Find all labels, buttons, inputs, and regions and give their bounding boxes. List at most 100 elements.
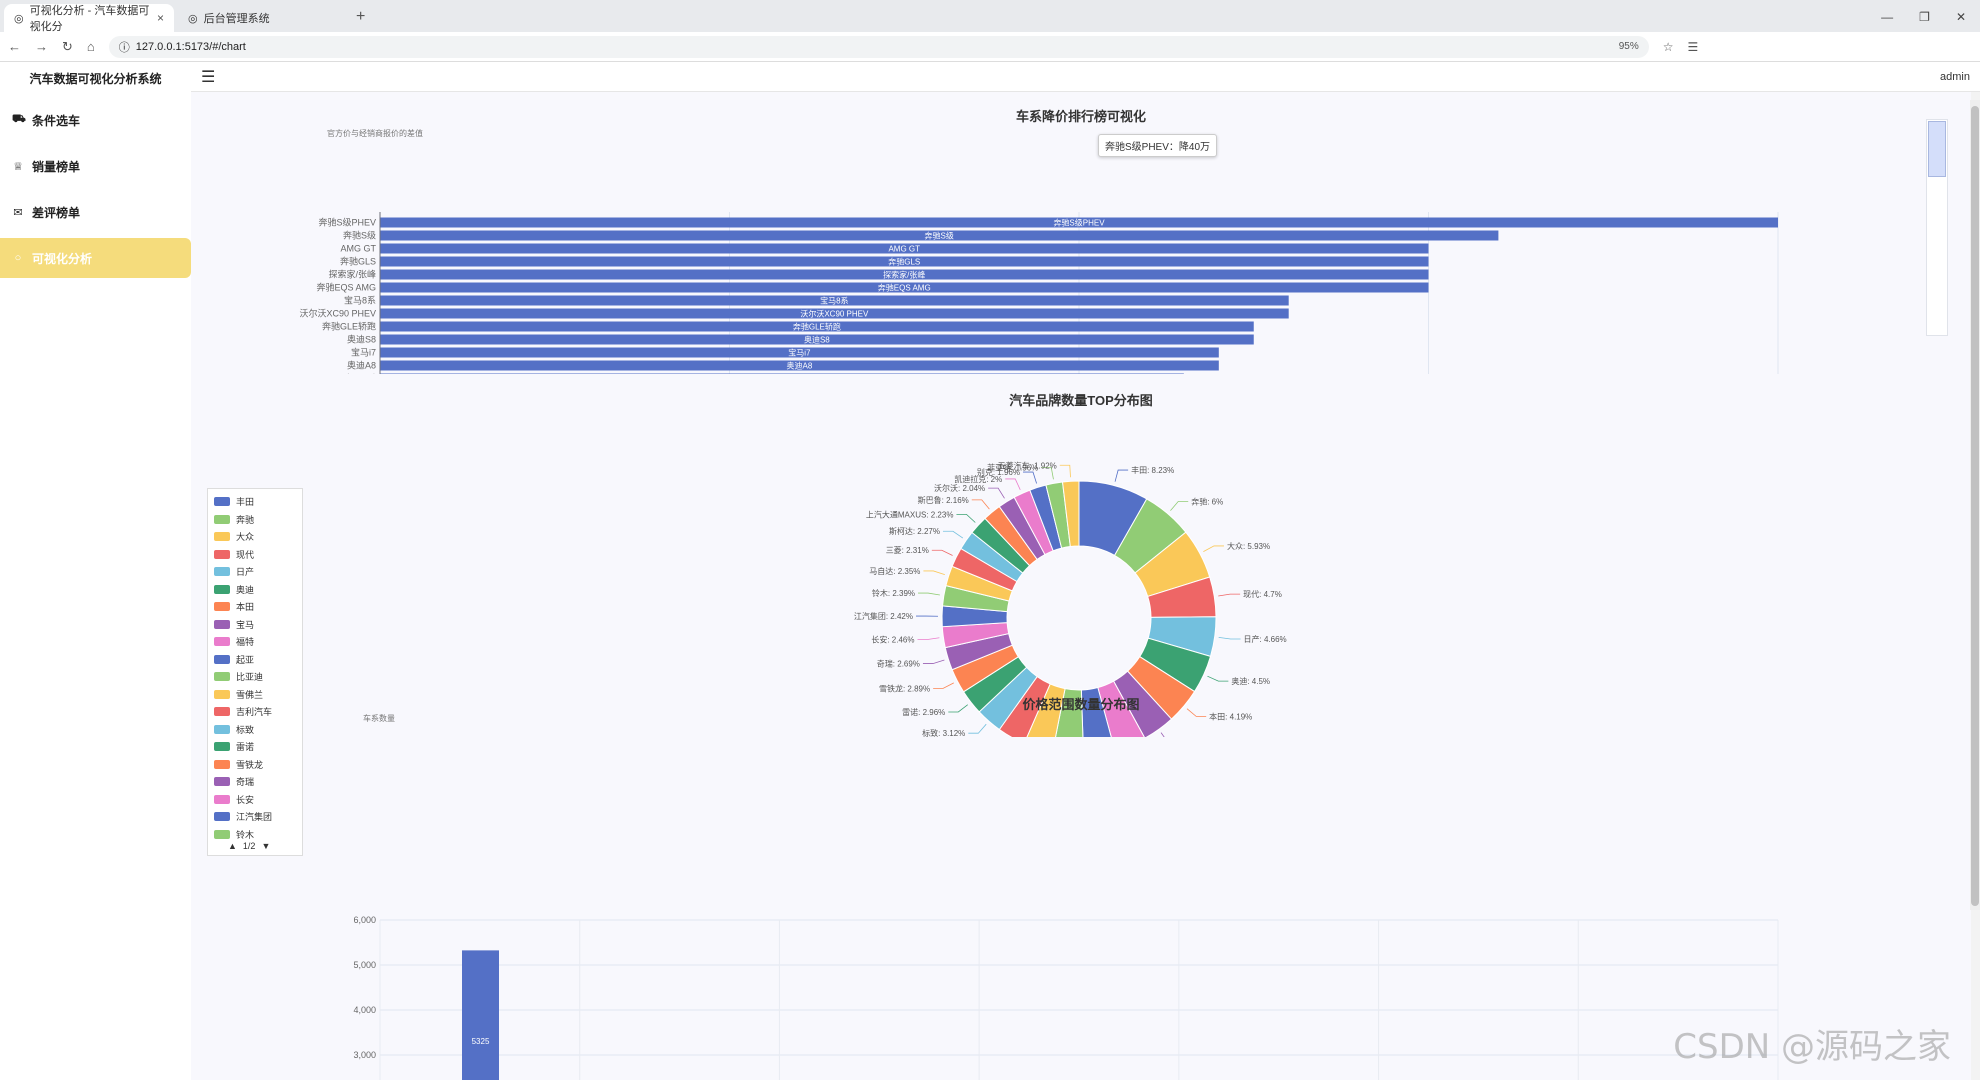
- bar: [380, 230, 1499, 241]
- watermark: CSDN @源码之家: [1673, 1027, 1951, 1067]
- reload-icon[interactable]: ↻: [62, 38, 73, 54]
- zoom-level[interactable]: 95%: [1618, 41, 1639, 52]
- minimize-icon[interactable]: —: [1881, 10, 1894, 24]
- legend-item[interactable]: 起亚: [214, 651, 296, 669]
- sidebar-item-complaints[interactable]: ✉ 差评榜单: [0, 192, 191, 232]
- legend-item[interactable]: 丰田: [214, 493, 296, 511]
- legend-item[interactable]: 本田: [214, 598, 296, 616]
- star-icon[interactable]: ☆: [1662, 39, 1674, 54]
- legend-item[interactable]: 奇瑞: [214, 773, 296, 791]
- legend-item[interactable]: 铃木: [214, 826, 296, 844]
- legend-label: 奔驰: [236, 514, 255, 525]
- bar-data-label: 奥迪S8: [804, 335, 830, 345]
- y-tick-label: 沃尔沃XC90 PHEV: [299, 308, 376, 319]
- browser-tab[interactable]: ◎ 后台管理系统: [178, 4, 348, 32]
- pie-label-line: [1005, 478, 1021, 490]
- browser-tab-active[interactable]: ◎ 可视化分析 - 汽车数据可视化分 ×: [4, 4, 174, 33]
- legend-item[interactable]: 福特: [214, 633, 296, 651]
- bar-data-label: 奥迪A8: [787, 361, 813, 371]
- collapse-menu-icon[interactable]: ☰: [201, 68, 216, 86]
- home-icon[interactable]: ⌂: [86, 39, 95, 54]
- pie-data-label: 菲亚特: 1.96%: [987, 463, 1038, 473]
- legend-item[interactable]: 雷诺: [214, 738, 296, 756]
- pie-data-label: 雷诺: 2.96%: [902, 707, 945, 717]
- pie-label-line: [1218, 636, 1241, 640]
- bar-data-label: 奔驰GLE轿跑: [793, 322, 841, 332]
- y-tick-label: 奔驰S级PHEV: [318, 217, 376, 228]
- legend-item[interactable]: 现代: [214, 546, 296, 564]
- legend-label: 奇瑞: [236, 777, 255, 788]
- legend-item[interactable]: 吉利汽车: [214, 703, 296, 721]
- bar-data-label: 沃尔沃XC90 PHEV: [800, 309, 869, 319]
- bar: [380, 269, 1429, 280]
- sidebar-item-visualization[interactable]: ○ 可视化分析: [0, 238, 191, 278]
- pie-data-label: 上汽大通MAXUS: 2.23%: [866, 509, 954, 519]
- pie-label-line: [988, 487, 1005, 499]
- legend-item[interactable]: 宝马: [214, 616, 296, 634]
- legend-swatch: [214, 549, 230, 559]
- legend-label: 吉利汽车: [236, 707, 273, 718]
- pie-data-label: 丰田: 8.23%: [1131, 465, 1174, 475]
- scrollbar-thumb[interactable]: [1971, 106, 1979, 906]
- legend-label: 长安: [236, 794, 255, 805]
- page-scrollbar[interactable]: [1970, 100, 1980, 910]
- legend-item[interactable]: 奔驰: [214, 511, 296, 529]
- legend-swatch: [214, 794, 230, 804]
- back-icon[interactable]: ←: [8, 39, 21, 54]
- sidebar-item-car-select[interactable]: ⛟ 条件选车: [0, 100, 191, 140]
- pie-data-label: 奇瑞: 2.69%: [877, 659, 920, 669]
- legend-item[interactable]: 奥迪: [214, 581, 296, 599]
- legend-swatch: [214, 707, 230, 717]
- legend-item[interactable]: 日产: [214, 563, 296, 581]
- pie-data-label: 本田: 4.19%: [1209, 711, 1252, 721]
- y-tick-label: AMG GT: [341, 244, 377, 254]
- bar-data-label: 奔驰S级PHEV: [1053, 218, 1105, 228]
- triangle-up-icon[interactable]: ▲: [228, 841, 237, 851]
- sidebar-item-sales[interactable]: ♕ 销量榜单: [0, 146, 191, 186]
- pie-label-line: [948, 704, 968, 713]
- user-name[interactable]: admin: [1940, 70, 1970, 83]
- new-tab-icon[interactable]: +: [356, 8, 366, 25]
- y-tick-label: 奔驰S级: [343, 230, 376, 241]
- legend-item[interactable]: 比亚迪: [214, 668, 296, 686]
- comment-icon: ✉: [13, 206, 23, 219]
- y-tick-label: 奥迪S8: [347, 334, 376, 345]
- data-zoom-slider[interactable]: [1926, 119, 1948, 336]
- pie-data-label: 马自达: 2.35%: [869, 566, 920, 576]
- pie-data-label: 奔驰: 6%: [1191, 497, 1223, 507]
- close-window-icon[interactable]: ✕: [1955, 10, 1966, 24]
- bar: [380, 373, 1184, 374]
- legend-swatch: [214, 497, 230, 507]
- data-zoom-handle[interactable]: [1928, 121, 1946, 177]
- legend-item[interactable]: 大众: [214, 528, 296, 546]
- bar: [380, 282, 1429, 293]
- pie-label-line: [1114, 469, 1129, 482]
- globe-icon: ◎: [188, 12, 198, 25]
- browser-tools: ☆ ☰: [1663, 40, 1699, 54]
- y-tick-label: 奥迪A8: [347, 360, 376, 371]
- pie-data-label: 斯巴鲁: 2.16%: [918, 495, 969, 505]
- forward-icon[interactable]: →: [35, 39, 48, 54]
- info-icon: ⓘ: [118, 41, 130, 54]
- pie-data-label: 五菱汽车: 1.92%: [998, 460, 1057, 470]
- legend-item[interactable]: 长安: [214, 791, 296, 809]
- pie-label-line: [1059, 464, 1071, 478]
- url-field[interactable]: ⓘ 127.0.0.1:5173/#/chart 95%: [108, 35, 1649, 58]
- circle-icon: ○: [14, 252, 22, 264]
- legend-swatch: [214, 689, 230, 699]
- menu-icon[interactable]: ☰: [1687, 39, 1699, 54]
- close-icon[interactable]: ×: [156, 11, 164, 25]
- bar: [380, 295, 1289, 306]
- legend-item[interactable]: 标致: [214, 721, 296, 739]
- legend-label: 雪铁龙: [236, 759, 264, 770]
- legend-item[interactable]: 雪佛兰: [214, 686, 296, 704]
- bar-chart-title: 车系降价排行榜可视化: [1015, 109, 1146, 124]
- legend-item[interactable]: 雪铁龙: [214, 756, 296, 774]
- globe-icon: ◎: [14, 12, 24, 25]
- bar: [462, 950, 499, 1080]
- price-chart-ylabel: 车系数量: [363, 714, 395, 723]
- legend-item[interactable]: 江汽集团: [214, 808, 296, 826]
- legend-label: 奥迪: [236, 584, 255, 595]
- restore-icon[interactable]: ❐: [1919, 10, 1930, 24]
- triangle-down-icon[interactable]: ▼: [261, 841, 271, 851]
